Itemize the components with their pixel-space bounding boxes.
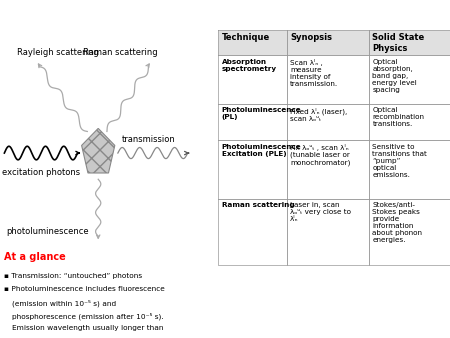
Text: Absorption
spectrometry: Absorption spectrometry: [222, 59, 277, 72]
Text: (emission within 10⁻⁵ s) and: (emission within 10⁻⁵ s) and: [12, 299, 116, 307]
Text: photoluminescence: photoluminescence: [7, 227, 89, 236]
Text: Solid State
Physics: Solid State Physics: [372, 33, 425, 53]
Bar: [218, 30, 287, 55]
Text: ▪ Transmission: “untouched” photons: ▪ Transmission: “untouched” photons: [4, 273, 143, 279]
Text: ▪ Photoluminescence includes fluorescence: ▪ Photoluminescence includes fluorescenc…: [4, 286, 165, 292]
Text: transmission: transmission: [122, 136, 176, 144]
Text: Emission wavelength usually longer than: Emission wavelength usually longer than: [12, 325, 163, 331]
Text: Photoluminescence
(PL): Photoluminescence (PL): [222, 107, 302, 120]
Text: Fixed λᴵₙ (laser),
scan λₒᵘₜ: Fixed λᴵₙ (laser), scan λₒᵘₜ: [290, 107, 347, 122]
Text: At a glance: At a glance: [4, 252, 66, 262]
Bar: [369, 30, 450, 55]
Text: excitation photons: excitation photons: [2, 168, 80, 177]
Text: Photoluminescence
Excitation (PLE): Photoluminescence Excitation (PLE): [222, 144, 302, 157]
Polygon shape: [81, 128, 115, 173]
Text: Optical Characterization methods: Optical Characterization methods: [6, 7, 310, 22]
Text: Scan λᴵₙ ,
measure
intensity of
transmission.: Scan λᴵₙ , measure intensity of transmis…: [290, 59, 338, 87]
Text: Optical
recombination
transitions.: Optical recombination transitions.: [372, 107, 424, 127]
Text: Technique: Technique: [222, 33, 270, 43]
Text: phosphorescence (emission after 10⁻⁵ s).: phosphorescence (emission after 10⁻⁵ s).: [12, 312, 164, 320]
Bar: [287, 30, 369, 55]
Text: Fix λₒᵘₜ , scan λᴵₙ
(tunable laser or
monochromator): Fix λₒᵘₜ , scan λᴵₙ (tunable laser or mo…: [290, 144, 351, 166]
Text: Sensitive to
transitions that
“pump”
optical
emissions.: Sensitive to transitions that “pump” opt…: [372, 144, 427, 178]
Text: Raman scattering: Raman scattering: [222, 202, 294, 208]
Text: Stokes/anti-
Stokes peaks
provide
information
about phonon
energies.: Stokes/anti- Stokes peaks provide inform…: [372, 202, 423, 243]
Text: Rayleigh scattering: Rayleigh scattering: [18, 48, 99, 57]
Text: Optical
absorption,
band gap,
energy level
spacing: Optical absorption, band gap, energy lev…: [372, 59, 417, 93]
Text: Laser in, scan
λₒᵘₜ very close to
λᴵₙ: Laser in, scan λₒᵘₜ very close to λᴵₙ: [290, 202, 351, 222]
Text: Synopsis: Synopsis: [290, 33, 332, 43]
Text: Raman scattering: Raman scattering: [83, 48, 158, 57]
